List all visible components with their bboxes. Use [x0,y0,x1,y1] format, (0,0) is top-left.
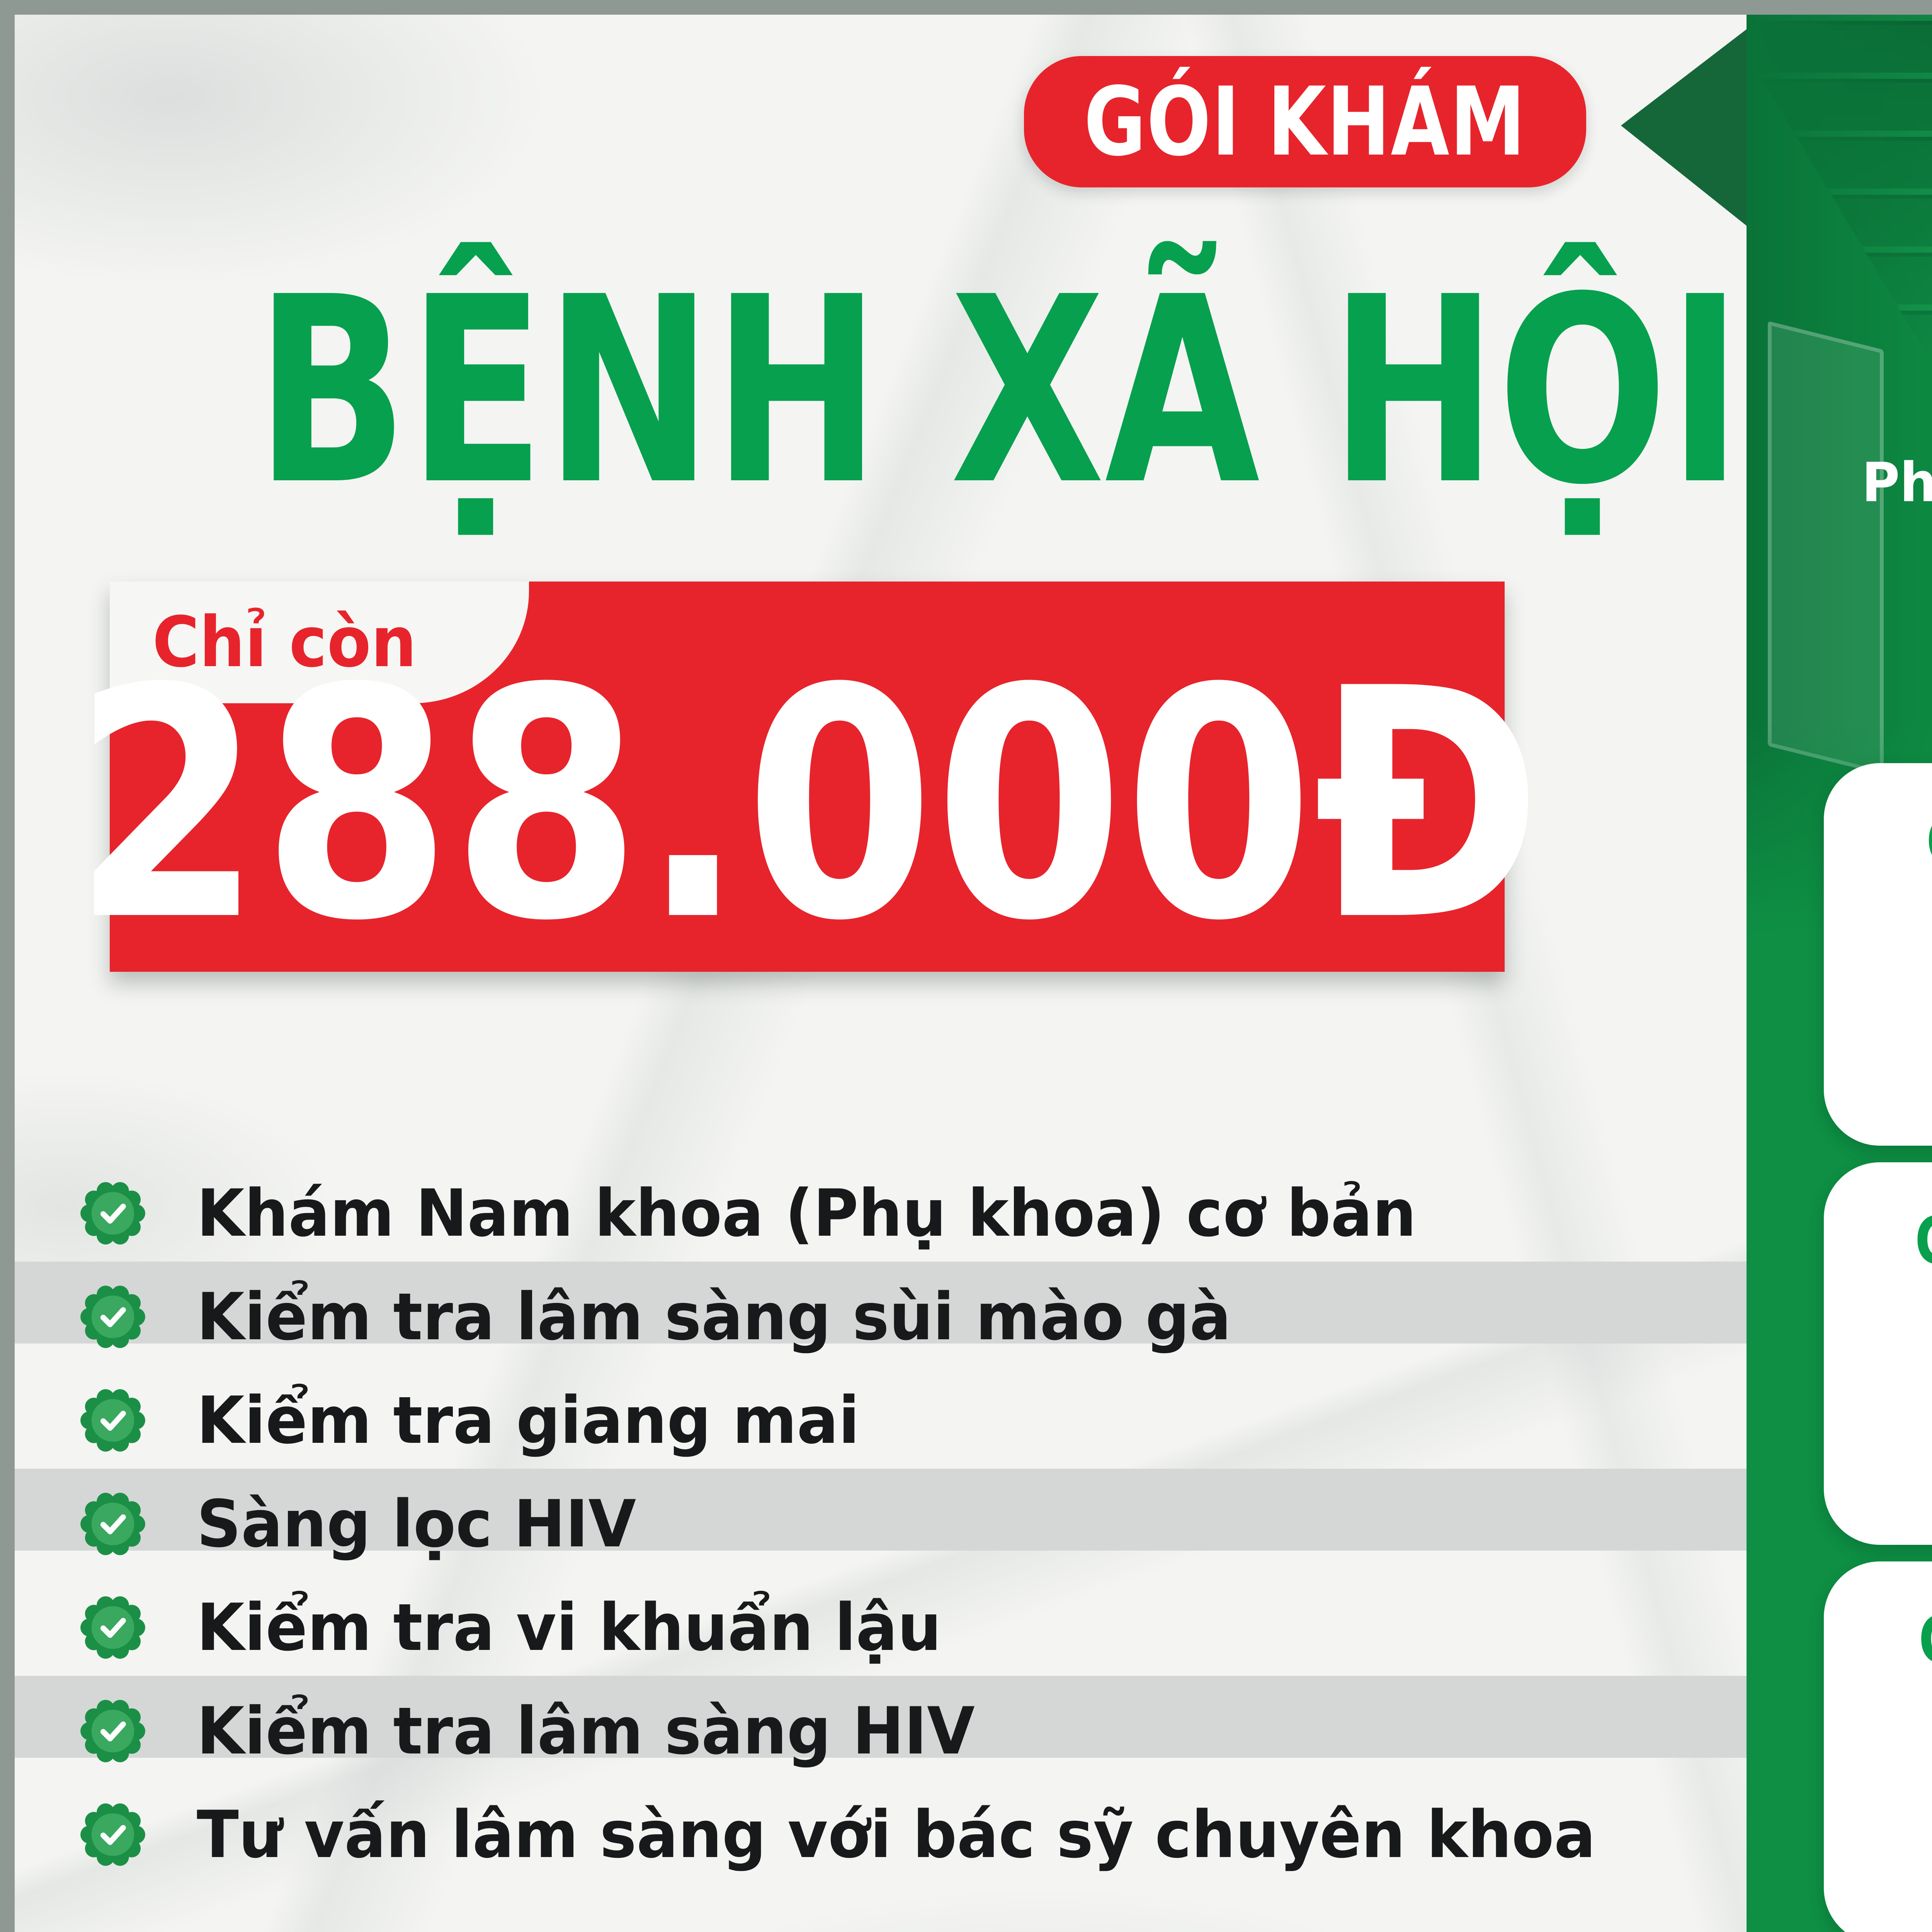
service-label: Kiểm tra lâm sàng sùi mào gà [197,1279,1231,1355]
service-item: Kiểm tra giang mai [15,1380,1747,1461]
price-value: 288.000Đ [72,621,1542,990]
clinic-name: ĐÀ LẠT [1747,517,1932,630]
service-item: Tư vấn lâm sàng với bác sỹ chuyên khoa [15,1794,1747,1875]
offer-percent: 30 % [1824,1280,1932,1527]
price-tag-label: Chỉ còn [152,602,417,683]
service-label: Kiểm tra vi khuẩn lậu [197,1590,942,1665]
service-label: Kiểm tra lâm sàng HIV [197,1693,975,1769]
offer-label: CHI PHÍ ĐIỀU TRỊ GIẢM [1915,1204,1932,1277]
service-label: Sàng lọc HIV [197,1486,636,1562]
service-item: Kiểm tra vi khuẩn lậu [15,1587,1747,1668]
check-seal-icon [80,1389,145,1452]
package-ribbon: GÓI KHÁM [1024,56,1586,187]
service-label: Tư vấn lâm sàng với bác sỹ chuyên khoa [197,1797,1596,1872]
check-seal-icon [80,1803,145,1866]
crumpled-paper-background [15,15,1932,1932]
service-item: Kiểm tra lâm sàng HIV [15,1690,1747,1772]
poster-canvas: GÓI KHÁM BỆNH XÃ HỘI Chỉ còn 288.000Đ Kh… [15,15,1932,1932]
check-seal-icon [80,1286,145,1348]
offer-label: CHI PHÍ KIỂM TRA GIẢM [1919,1603,1932,1677]
page-title: BỆNH XÃ HỘI [255,242,1743,541]
check-seal-icon [80,1182,145,1245]
offer-label: CHI PHÍ THỦ THUẬT GIẢM [1926,805,1932,878]
row-stripe [15,1469,1747,1551]
price-banner: Chỉ còn 288.000Đ [72,582,1542,990]
offer-percent: 50 % [1824,881,1932,1128]
offer-percent: 30 % [1824,1679,1932,1926]
service-label: Khám Nam khoa (Phụ khoa) cơ bản [197,1175,1417,1251]
package-ribbon-label: GÓI KHÁM [1084,66,1526,177]
clinic-panel: Phòng khám đa khoa ĐÀ LẠT CHI PHÍ THỦ TH… [1747,15,1932,1932]
check-seal-icon [80,1493,145,1555]
price-tag: Chỉ còn [110,582,529,703]
offer-card: CHI PHÍ KIỂM TRA GIẢM 30 % [1824,1561,1932,1932]
clinic-tagline: Phòng khám đa khoa [1861,451,1932,514]
service-item: Kiểm tra lâm sàng sùi mào gà [15,1276,1747,1357]
offer-card: CHI PHÍ THỦ THUẬT GIẢM 50 % [1824,763,1932,1146]
service-item: Sàng lọc HIV [15,1483,1747,1565]
row-stripe [15,1676,1747,1758]
row-stripe [15,1262,1747,1344]
check-seal-icon [80,1700,145,1762]
check-seal-icon [80,1596,145,1659]
service-label: Kiểm tra giang mai [197,1383,860,1458]
offer-card: CHI PHÍ ĐIỀU TRỊ GIẢM 30 % [1824,1162,1932,1545]
service-item: Khám Nam khoa (Phụ khoa) cơ bản [15,1173,1747,1254]
